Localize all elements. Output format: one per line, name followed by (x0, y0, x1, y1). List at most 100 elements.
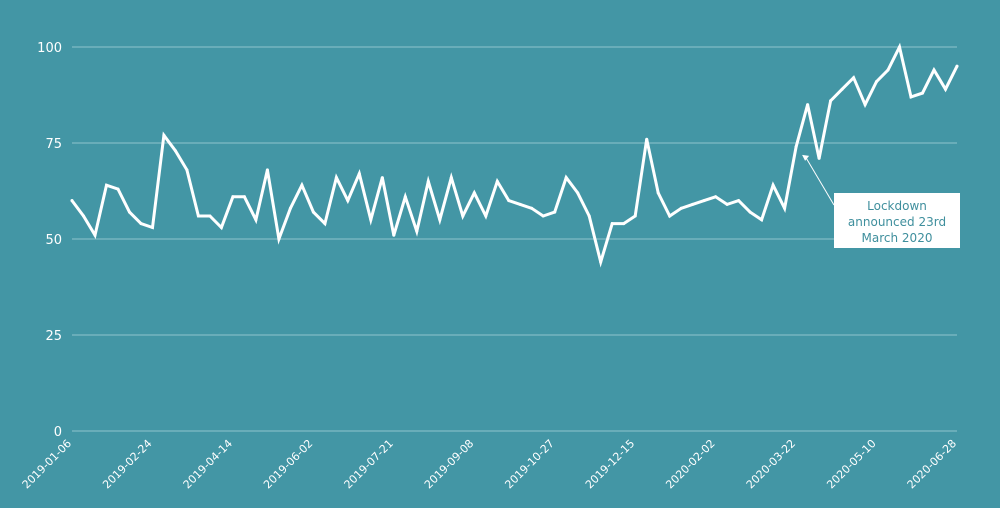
y-tick-label-50: 50 (45, 233, 62, 248)
annotation-pointer (805, 157, 835, 206)
data-point (702, 199, 706, 203)
data-point (909, 95, 913, 99)
data-point (932, 68, 936, 72)
x-tick-label-2020-05-10: 2020-05-10 (824, 437, 878, 491)
data-point (587, 214, 591, 218)
x-tick-label-2019-04-14: 2019-04-14 (181, 437, 235, 491)
data-point (530, 206, 534, 210)
data-point (840, 87, 844, 91)
data-point (714, 195, 718, 199)
data-point (369, 218, 373, 222)
data-point (231, 195, 235, 199)
data-point (116, 187, 120, 191)
annotation-layer: Lockdown announced 23rd March 2020 (802, 154, 960, 248)
data-point (162, 133, 166, 137)
data-point (898, 45, 901, 49)
data-point (576, 191, 580, 195)
x-tick-label-2019-07-21: 2019-07-21 (342, 437, 396, 491)
data-point (955, 64, 959, 68)
data-point (564, 176, 568, 180)
data-point (196, 214, 200, 218)
data-point (829, 99, 833, 103)
data-point (346, 199, 350, 203)
data-point (691, 202, 695, 206)
y-tick-label-75: 75 (45, 137, 62, 152)
data-point (105, 183, 108, 187)
data-point (886, 68, 890, 72)
data-point (151, 226, 154, 229)
data-point (449, 176, 453, 180)
data-point (507, 199, 511, 203)
x-tick-labels: 2019-01-06 2019-02-24 2019-04-14 2019-06-02… (20, 437, 959, 491)
data-point (277, 237, 281, 241)
data-point (82, 214, 85, 218)
data-point (737, 199, 741, 203)
data-point (265, 168, 269, 172)
data-point (944, 87, 947, 91)
data-point (645, 137, 649, 141)
x-tick-label-2020-02-02: 2020-02-02 (663, 437, 717, 491)
data-point (392, 233, 396, 237)
data-point (852, 76, 856, 80)
y-tick-label-25: 25 (45, 329, 62, 344)
x-tick-label-2019-12-15: 2019-12-15 (583, 437, 637, 491)
x-tick-label-2019-06-02: 2019-06-02 (261, 437, 315, 491)
y-tick-label-100: 100 (37, 41, 62, 56)
data-point (668, 214, 672, 218)
data-point (70, 199, 74, 203)
annotation-arrowhead (802, 154, 810, 161)
data-point (128, 210, 131, 214)
data-point (254, 218, 258, 222)
series-layer (70, 42, 959, 268)
data-point (426, 179, 430, 183)
grid-layer (72, 46, 957, 432)
annotation-text-line: Lockdown (867, 199, 927, 213)
data-point (771, 183, 775, 187)
data-point (484, 214, 488, 218)
data-point (875, 80, 878, 84)
data-point (288, 206, 292, 210)
data-point (541, 214, 545, 218)
data-point (380, 176, 384, 180)
x-tick-label-2019-01-06: 2019-01-06 (20, 437, 74, 491)
data-point (472, 191, 476, 195)
data-point (679, 206, 683, 210)
data-point (242, 195, 246, 199)
data-point (403, 195, 407, 199)
x-tick-label-2019-09-08: 2019-09-08 (422, 437, 476, 491)
x-tick-label-2019-10-27: 2019-10-27 (502, 437, 556, 491)
data-point (415, 229, 419, 233)
data-point (185, 168, 189, 172)
data-point (748, 210, 752, 214)
data-point (725, 202, 729, 206)
annotation-box (834, 193, 960, 248)
data-point (806, 103, 810, 107)
annotation-text-line: March 2020 (862, 231, 933, 245)
data-point (219, 226, 223, 229)
data-point (656, 191, 660, 195)
data-point (323, 222, 327, 226)
data-point (357, 172, 361, 176)
series-line-0 (70, 42, 959, 268)
data-point (93, 233, 97, 237)
data-point (633, 214, 637, 218)
data-point (438, 218, 442, 222)
data-point (794, 145, 798, 149)
data-point (518, 202, 522, 206)
data-point (783, 206, 787, 210)
y-tick-labels: 0 25 50 75 100 (37, 41, 62, 440)
annotation-text-line: announced 23rd (848, 215, 946, 229)
data-point (208, 214, 212, 218)
data-point (173, 149, 177, 153)
data-point (139, 222, 143, 226)
x-tick-label-2020-03-22: 2020-03-22 (744, 437, 798, 491)
x-tick-label-2019-02-24: 2019-02-24 (100, 437, 154, 491)
data-point (610, 222, 614, 226)
y-tick-label-0: 0 (54, 425, 62, 440)
data-point (921, 91, 924, 95)
data-point (334, 176, 338, 180)
data-point (311, 210, 315, 214)
data-point (553, 210, 557, 214)
data-point (760, 218, 764, 222)
